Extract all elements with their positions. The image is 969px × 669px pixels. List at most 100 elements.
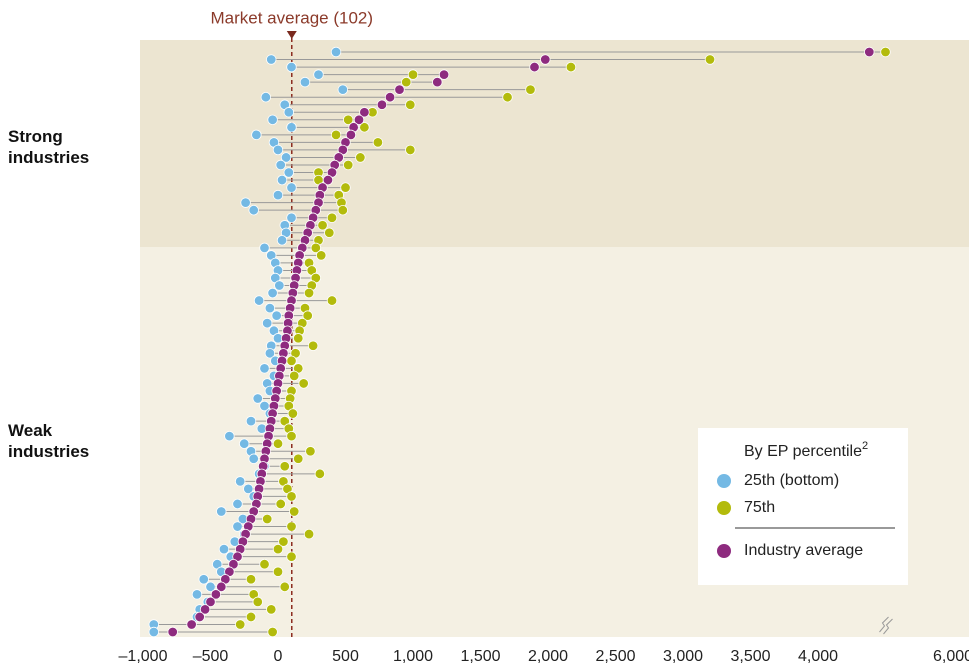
dot [326,212,338,223]
dot [313,69,324,80]
dot [205,581,216,593]
dot [198,574,209,585]
dot [275,159,286,171]
dot [565,61,577,73]
dot [330,129,342,141]
market-average-marker [286,31,297,39]
x-tick-label: 1,500 [460,648,500,665]
dot [345,129,357,141]
dot [259,363,270,374]
strong-band [140,40,969,247]
dot [240,197,251,208]
legend-swatch [717,501,731,515]
dot [438,69,450,80]
legend-box [698,428,908,585]
dot [245,611,257,623]
dot [401,76,412,88]
dot [232,521,243,532]
dot [234,619,246,630]
dot [359,107,370,118]
x-tick-label: 1,000 [393,648,433,665]
dot [394,84,405,95]
dot [267,626,278,638]
x-tick-label: 0 [274,648,283,665]
dot [259,242,270,254]
dot [340,182,351,193]
dot [540,54,551,65]
dot [286,551,297,562]
dot [199,604,211,615]
dot [248,204,259,216]
dot [286,521,297,532]
x-tick-label: –500 [193,648,229,665]
legend-title: By EP percentile2 [744,440,868,460]
dot [278,536,289,547]
dot [298,378,309,389]
dot [310,242,322,254]
x-tick-label: 2,500 [595,648,635,665]
dot [260,91,272,103]
dot [216,506,227,517]
dot [232,498,243,510]
dot [252,393,263,404]
dot [502,91,513,103]
dot [239,438,250,449]
dot [405,144,416,156]
dot [205,596,216,608]
dot [251,129,262,141]
dot [283,167,295,178]
dot [224,430,235,442]
dot [279,581,290,593]
dot [210,589,222,600]
dot [307,340,319,351]
dot [191,589,203,600]
dot [272,566,284,577]
dot [272,144,284,156]
dot [529,61,540,73]
group-label: Weak industries [8,421,90,461]
dot [276,235,288,246]
dot [218,543,230,555]
dot [283,107,295,118]
dot [432,76,443,88]
x-tick-label: 3,500 [730,648,770,665]
legend-swatch [717,544,731,558]
x-tick-label: 3,000 [663,648,703,665]
x-tick-label: –1,000 [119,648,168,665]
dot [267,114,278,125]
dot [248,453,259,464]
dot [243,483,254,495]
dot [266,604,277,615]
dot [272,543,284,555]
dot [271,310,282,321]
dot [245,415,257,427]
dot [272,189,284,201]
x-tick-label: 500 [332,648,359,665]
dot [353,114,365,125]
dot [359,122,370,133]
dot [880,46,891,58]
dot [286,182,297,193]
dot [525,84,536,95]
dot [314,468,326,480]
legend-label: 25th (bottom) [744,472,839,489]
dot [322,174,334,186]
dot [376,99,388,110]
dot [293,453,304,464]
dot [216,581,227,593]
dot [704,54,716,65]
x-tick-label: 2,000 [528,648,568,665]
dot [264,348,276,359]
legend-title-note: 2 [862,440,868,452]
dot [267,287,278,299]
dot [275,498,286,510]
dot [316,250,327,261]
dot [355,152,366,163]
dot [864,46,875,58]
dot [330,46,342,58]
x-tick-label: 4,000 [798,648,838,665]
dot [302,310,313,321]
dot [289,370,300,382]
dot [303,528,315,540]
dot [286,212,297,223]
